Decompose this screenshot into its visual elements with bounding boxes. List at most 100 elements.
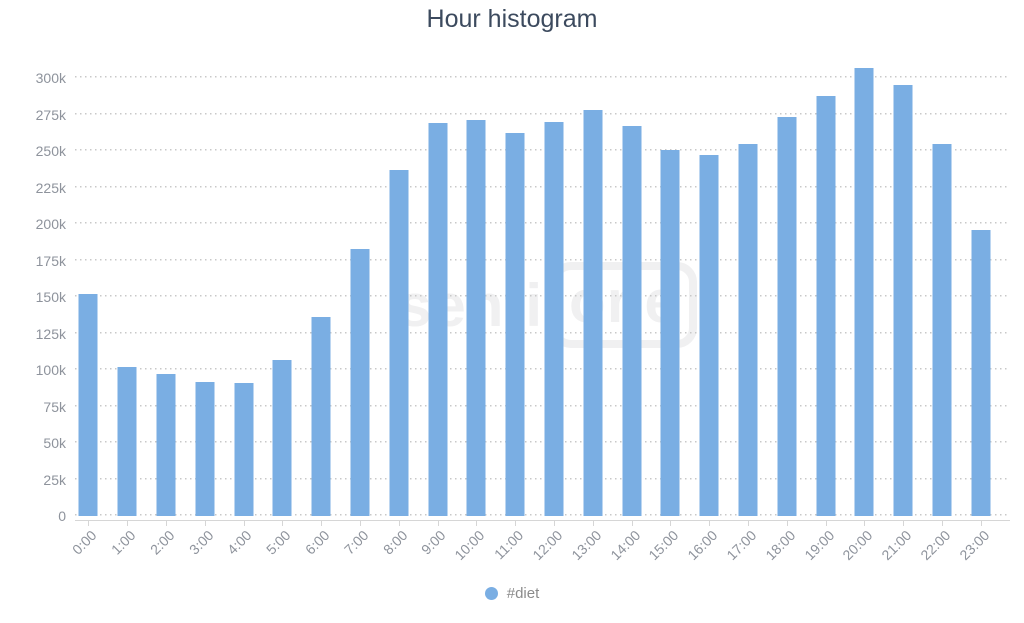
category-slot: 12:00 (529, 60, 574, 563)
y-axis: 0 25k 50k 75k 100k 125k 150k 175k 200k 225k 250k 27… (0, 60, 66, 524)
category-slot: 5:00 (263, 60, 302, 558)
x-axis-label: 23:00 (955, 527, 993, 564)
legend-marker-icon (484, 586, 498, 600)
bar-3:00[interactable] (195, 381, 215, 516)
gridline (75, 149, 1008, 151)
bar-8:00[interactable] (389, 169, 409, 516)
bar-18:00[interactable] (777, 117, 797, 516)
y-axis-tick-label: 25k (43, 471, 66, 488)
x-axis-tick (282, 520, 284, 526)
category-slot: 21:00 (878, 60, 923, 563)
x-axis-tick (786, 520, 788, 526)
x-axis-tick (941, 520, 943, 526)
bar-13:00[interactable] (583, 110, 603, 516)
category-slot: 17:00 (723, 60, 768, 563)
bar-17:00[interactable] (738, 143, 758, 516)
x-axis-label: 20:00 (839, 527, 876, 564)
category-slot: 16:00 (684, 60, 729, 563)
x-axis-label: 14:00 (606, 527, 643, 564)
x-axis-label: 19:00 (800, 527, 837, 564)
x-axis-label: 13:00 (567, 527, 605, 564)
bar-19:00[interactable] (816, 95, 836, 516)
bar-22:00[interactable] (932, 143, 952, 516)
x-axis-tick (359, 520, 361, 526)
category-slot: 2:00 (147, 60, 186, 558)
category-slot: 19:00 (801, 60, 845, 563)
bar-4:00[interactable] (234, 383, 254, 516)
category-slot: 23:00 (956, 60, 1000, 563)
bar-23:00[interactable] (971, 229, 991, 516)
y-axis-tick-label: 250k (35, 143, 66, 159)
x-axis-tick (747, 520, 749, 526)
bar-11:00[interactable] (505, 133, 525, 516)
x-axis-tick (670, 520, 672, 526)
x-axis-label: 9:00 (418, 527, 449, 558)
gridline (75, 331, 1008, 334)
category-slot: 8:00 (379, 60, 418, 558)
gridline (75, 112, 1008, 115)
gridline (75, 76, 1008, 78)
x-axis-tick (553, 520, 555, 526)
category-slot: 3:00 (185, 60, 224, 558)
bar-5:00[interactable] (272, 359, 292, 516)
category-slot: 7:00 (341, 60, 380, 558)
y-axis-tick-label: 225k (35, 179, 66, 196)
x-axis-tick (476, 520, 478, 526)
x-axis-label: 21:00 (878, 527, 915, 564)
bar-16:00[interactable] (699, 155, 719, 516)
x-axis-label: 16:00 (684, 527, 721, 564)
x-axis-label: 1:00 (107, 527, 139, 558)
y-axis-tick-label: 0 (58, 508, 66, 524)
bars-row: 0:00 1:00 2:00 3:00 4:00 5:00 6:00 7:00 8:00 9:00… (69, 60, 1000, 563)
category-slot: 15:00 (646, 60, 690, 563)
gridline (75, 222, 1008, 224)
x-axis-label: 5:00 (263, 527, 294, 558)
x-axis-label: 3:00 (185, 527, 217, 558)
y-axis-tick-label: 100k (35, 362, 66, 378)
x-axis-tick (592, 520, 594, 526)
category-slot: 10:00 (452, 60, 496, 563)
x-axis-tick (127, 520, 129, 526)
bar-9:00[interactable] (428, 123, 448, 516)
x-axis-label: 8:00 (379, 527, 411, 558)
bar-15:00[interactable] (660, 149, 680, 516)
y-axis-tick-label: 150k (35, 289, 66, 305)
x-axis-label: 7:00 (340, 527, 372, 558)
y-axis-tick-label: 50k (43, 435, 66, 451)
x-axis-label: 18:00 (761, 527, 799, 564)
bar-6:00[interactable] (311, 317, 331, 516)
bar-21:00[interactable] (893, 85, 913, 516)
bar-10:00[interactable] (466, 120, 486, 516)
gridline (75, 368, 1008, 370)
x-axis-label: 11:00 (491, 527, 527, 563)
x-axis-tick (88, 520, 90, 526)
bar-2:00[interactable] (156, 374, 176, 516)
x-axis-tick (903, 520, 905, 526)
x-axis-label: 15:00 (645, 527, 682, 564)
x-axis-tick (398, 520, 400, 526)
x-axis-tick (980, 520, 982, 526)
chart-title: Hour histogram (426, 5, 598, 33)
x-axis-tick (825, 520, 827, 526)
x-axis-tick (204, 520, 206, 526)
gridline (75, 258, 1008, 261)
bar-0:00[interactable] (78, 294, 98, 516)
gridline (75, 404, 1008, 407)
category-slot: 9:00 (418, 60, 457, 558)
bar-12:00[interactable] (544, 121, 564, 516)
x-axis-tick (864, 520, 866, 526)
x-axis-tick (243, 520, 245, 526)
category-slot: 18:00 (762, 60, 806, 563)
x-axis-label: 22:00 (917, 527, 954, 564)
legend-item-diet[interactable]: #diet (0, 583, 1024, 603)
x-axis-label: 17:00 (723, 527, 760, 564)
bar-20:00[interactable] (854, 67, 874, 516)
bar-1:00[interactable] (117, 367, 137, 516)
x-axis-tick (165, 520, 167, 526)
bar-14:00[interactable] (622, 126, 642, 516)
bar-7:00[interactable] (350, 248, 370, 516)
x-axis-tick (631, 520, 633, 526)
x-axis-tick (515, 520, 517, 526)
category-slot: 13:00 (568, 60, 612, 563)
